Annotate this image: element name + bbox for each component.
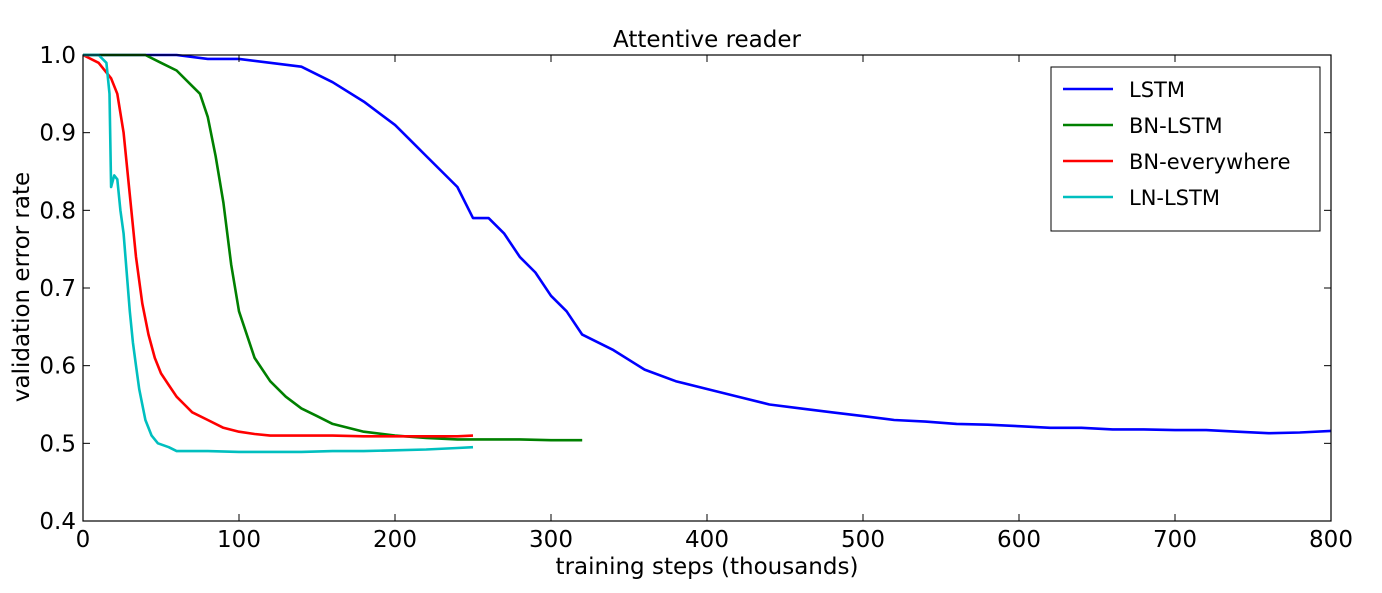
x-tick-label: 200 (373, 527, 417, 553)
series-line-3 (83, 53, 474, 454)
x-axis-label: training steps (thousands) (556, 554, 859, 580)
x-tick-label: 700 (1153, 527, 1197, 553)
x-tick-label: 0 (76, 527, 91, 553)
x-tick-label: 400 (685, 527, 729, 553)
y-tick-label: 0.6 (39, 354, 76, 380)
x-tick-label: 600 (997, 527, 1041, 553)
legend-label: LN-LSTM (1129, 186, 1220, 210)
legend-label: BN-everywhere (1129, 150, 1291, 174)
y-tick-label: 0.9 (39, 121, 76, 147)
legend-label: LSTM (1129, 78, 1185, 102)
y-tick-label: 0.5 (39, 431, 76, 457)
series-layer (82, 53, 1332, 454)
x-tick-label: 100 (217, 527, 261, 553)
y-axis-label: validation error rate (9, 172, 35, 402)
legend: LSTM BN-LSTM BN-everywhere LN-LSTM (1050, 66, 1321, 232)
legend-label: BN-LSTM (1129, 114, 1223, 138)
x-tick-label: 300 (529, 527, 573, 553)
x-tick-label: 800 (1309, 527, 1353, 553)
legend-box (1050, 66, 1321, 232)
series-line-1 (83, 53, 583, 442)
tick-layer: 0 100 200 300 400 500 600 700 800 0.4 0.5 0.6 0.7 0.8… (39, 43, 1353, 553)
series-line-0 (83, 53, 1332, 435)
x-tick-label: 500 (841, 527, 885, 553)
series-line-2 (82, 53, 474, 438)
y-tick-label: 0.4 (39, 509, 76, 535)
y-tick-label: 0.8 (39, 198, 76, 224)
y-tick-label: 1.0 (39, 43, 76, 69)
chart-title: Attentive reader (613, 27, 802, 53)
plot-frame (82, 54, 1332, 522)
y-tick-label: 0.7 (39, 276, 76, 302)
